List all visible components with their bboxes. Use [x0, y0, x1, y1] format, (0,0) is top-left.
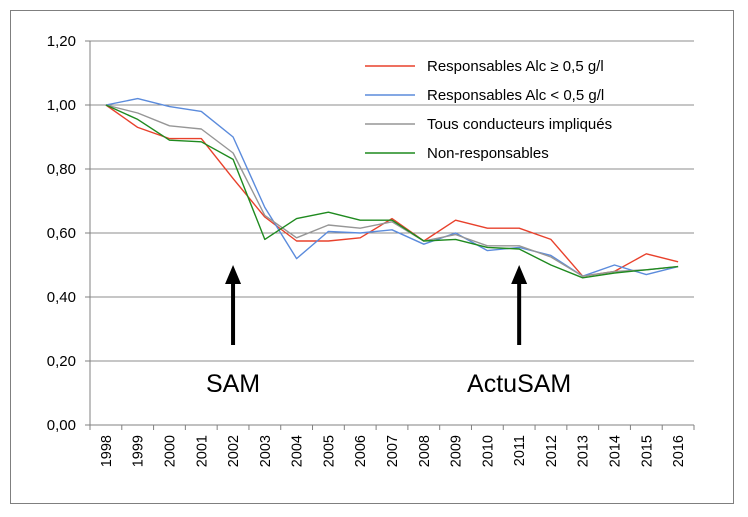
legend-label: Non-responsables [427, 145, 549, 162]
annotations: SAM ActuSAM [206, 265, 571, 398]
y-tick-label: 0,80 [47, 161, 76, 178]
x-tick-label: 2012 [544, 435, 560, 467]
y-tick-label: 0,60 [47, 225, 76, 242]
annotation-arrow-head [225, 265, 242, 284]
x-tick-label: 2014 [608, 435, 624, 467]
x-tick-label: 2013 [576, 435, 592, 467]
x-tick-label: 2011 [512, 435, 528, 466]
axes [85, 40, 695, 430]
annotation-label: SAM [206, 370, 260, 398]
annotation-arrow-head [511, 265, 528, 284]
legend: Responsables Alc ≥ 0,5 g/l Responsables A… [365, 58, 612, 162]
x-tick-label: 2003 [258, 435, 274, 467]
x-tick-label: 2008 [417, 435, 433, 467]
x-tick-labels: 1998 1999 2000 2001 2002 2003 2004 2005 2006 2007… [99, 435, 687, 467]
x-tick-label: 2001 [194, 435, 210, 467]
chart-frame [10, 10, 734, 504]
series-lines [105, 97, 679, 279]
legend-label: Responsables Alc < 0,5 g/l [427, 87, 604, 104]
x-tick-label: 2000 [162, 435, 178, 467]
series-line [105, 104, 679, 279]
x-tick-label: 2007 [385, 435, 401, 467]
x-tick-label: 2006 [353, 435, 369, 467]
legend-label: Responsables Alc ≥ 0,5 g/l [427, 58, 604, 75]
y-tick-labels: 0,00 0,20 0,40 0,60 0,80 1,00 1,20 [47, 33, 76, 434]
gridlines [90, 40, 694, 362]
x-tick-label: 1999 [131, 435, 147, 467]
x-tick-label: 2009 [449, 435, 465, 467]
x-tick-label: 2002 [226, 435, 242, 467]
y-tick-label: 0,20 [47, 353, 76, 370]
series-line [105, 104, 679, 277]
y-tick-label: 0,40 [47, 289, 76, 306]
y-tick-label: 0,00 [47, 417, 76, 434]
x-tick-label: 2015 [639, 435, 655, 467]
annotation-label: ActuSAM [467, 370, 571, 398]
x-tick-label: 2004 [290, 435, 306, 467]
legend-label: Tous conducteurs impliqués [427, 116, 612, 133]
y-tick-label: 1,00 [47, 97, 76, 114]
x-tick-label: 2005 [321, 435, 337, 467]
x-tick-label: 2016 [671, 435, 687, 467]
y-tick-label: 1,20 [47, 33, 76, 50]
x-tick-label: 1998 [99, 435, 115, 467]
x-tick-label: 2010 [480, 435, 496, 467]
